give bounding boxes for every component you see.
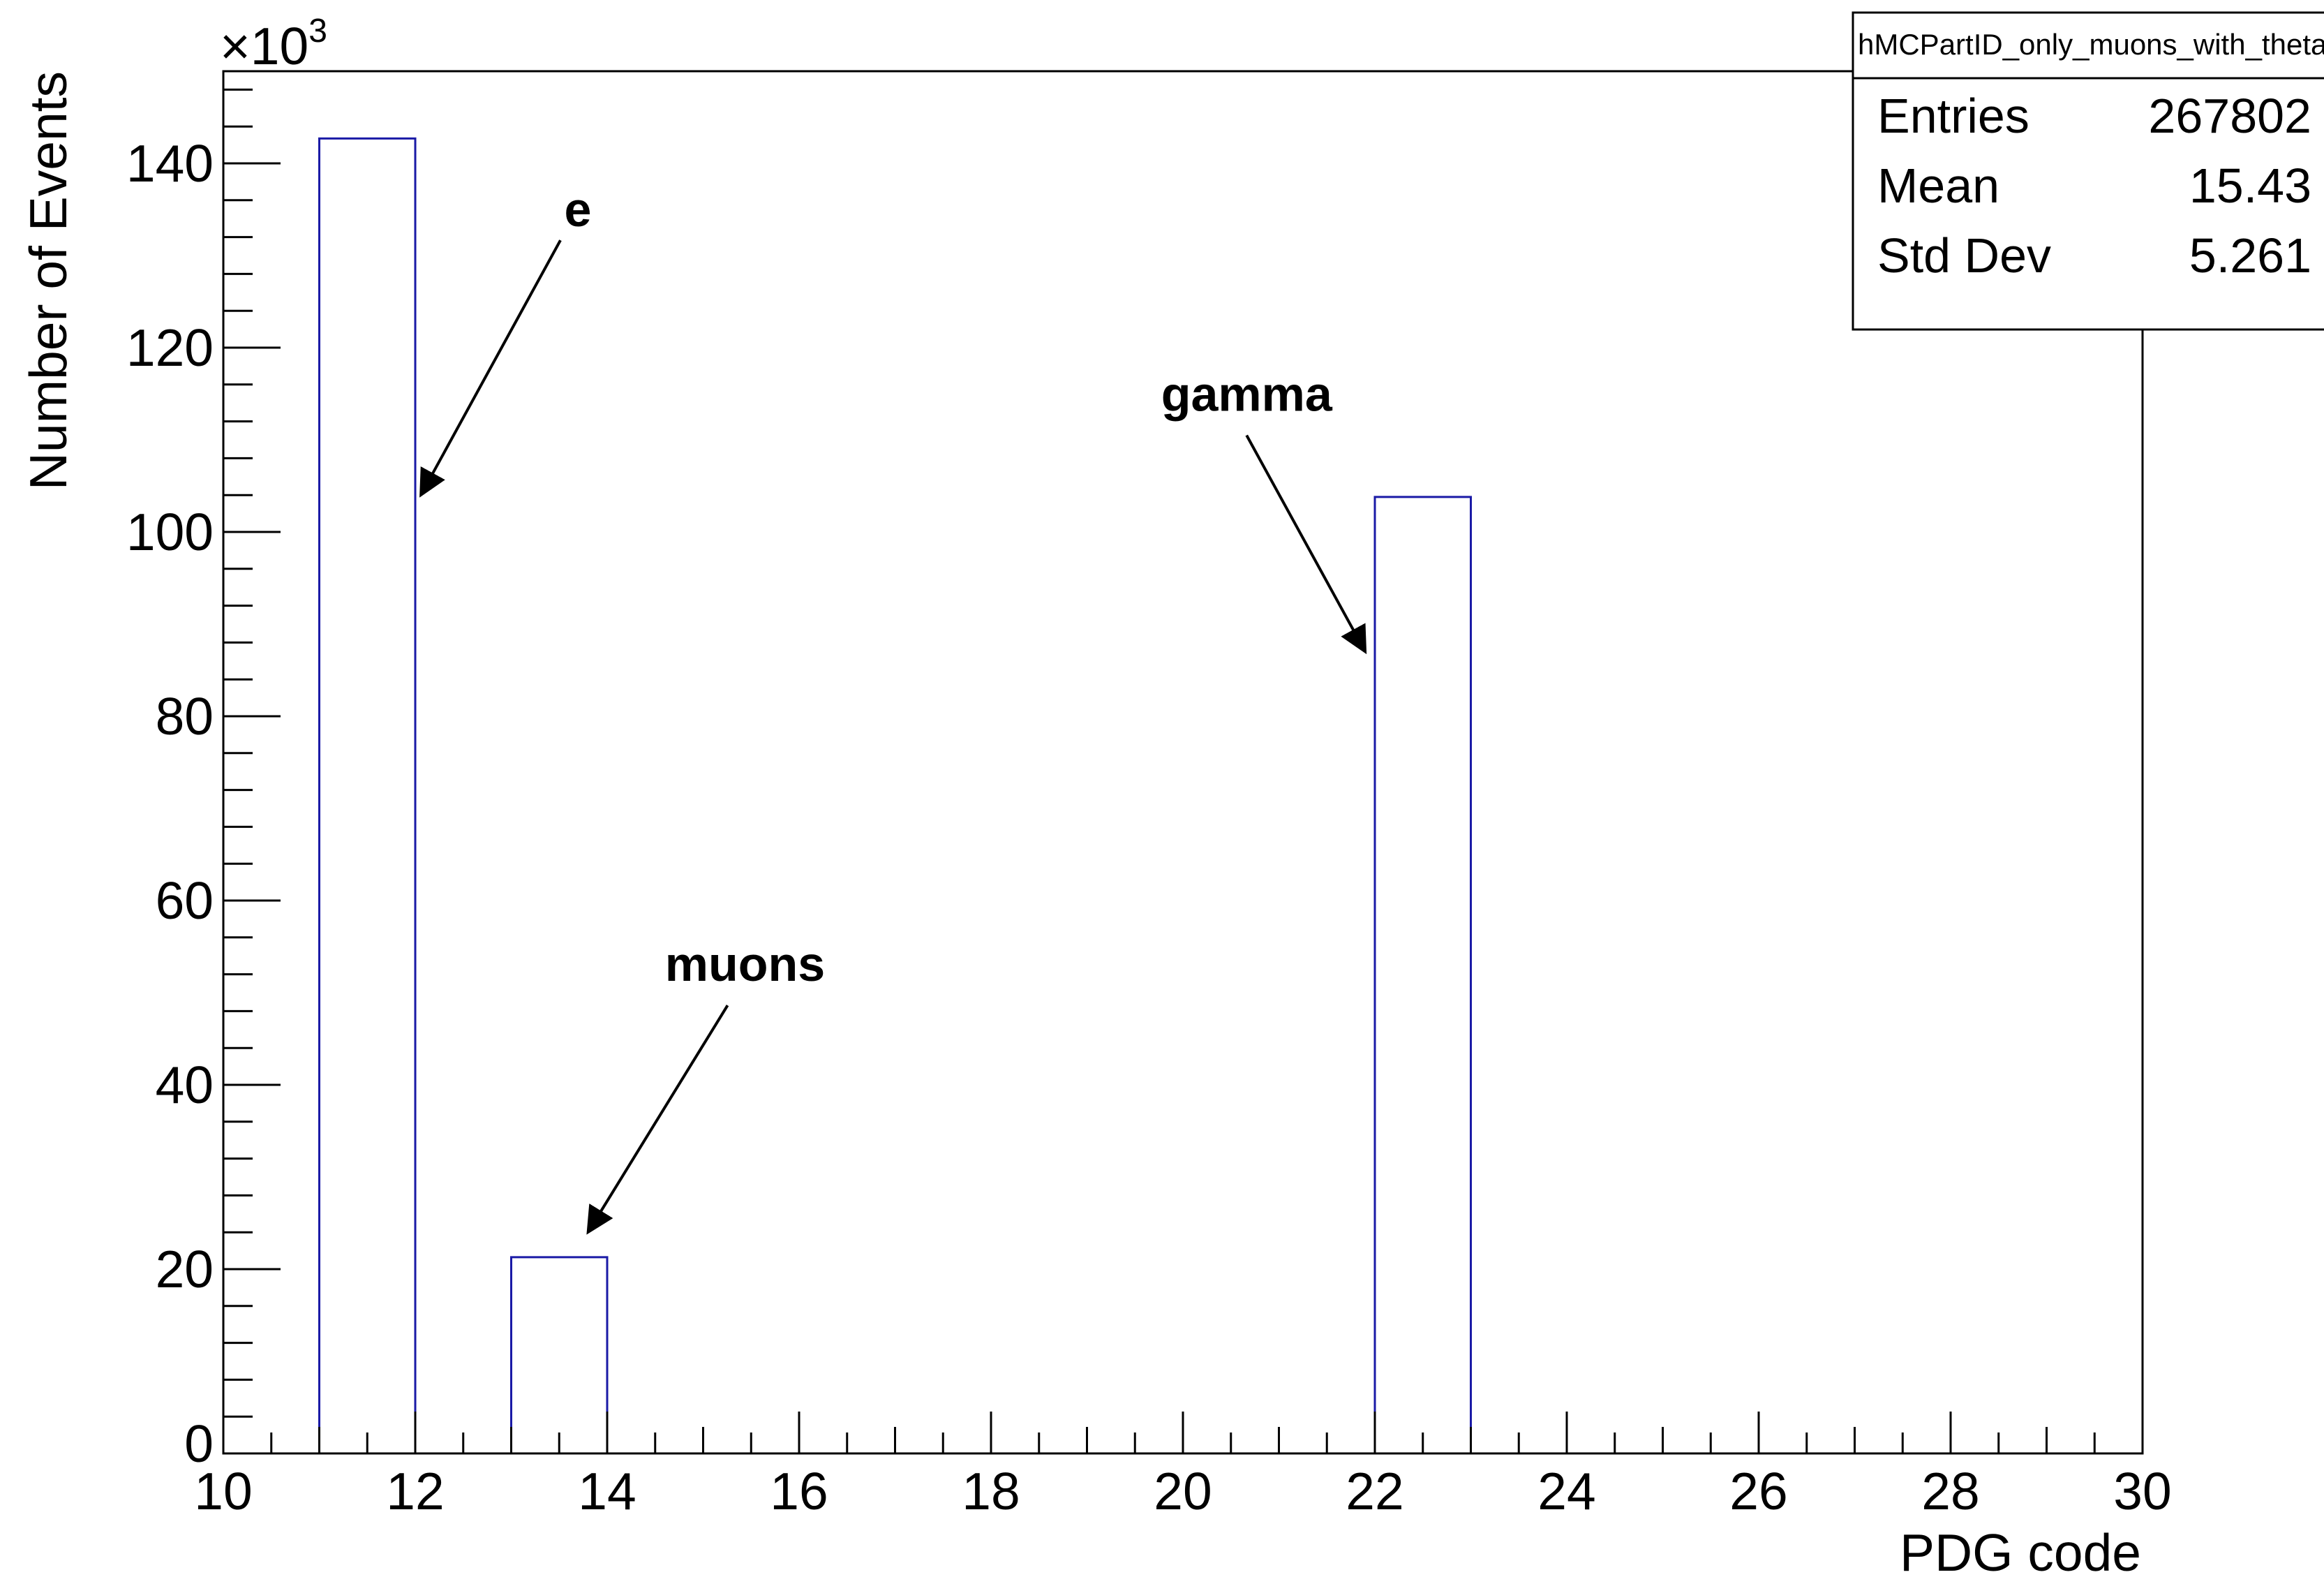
x-tick-label: 24 [1537,1462,1595,1520]
x-tick-label: 18 [962,1462,1020,1520]
x-tick-label: 14 [578,1462,636,1520]
stats-row-value: 5.261 [2189,228,2311,283]
y-tick-label: 0 [184,1414,214,1473]
bars-group [318,137,1472,1453]
annotation-arrow [419,239,562,498]
y-tick-label: 40 [156,1056,214,1114]
annotation-label: muons [665,937,825,991]
stats-row-value: 15.43 [2189,158,2311,213]
x-tick-label: 20 [1154,1462,1212,1520]
x-tick-label: 22 [1346,1462,1403,1520]
y-axis-ticks [223,88,281,1455]
annotation-label: gamma [1161,367,1333,422]
x-tick-label: 30 [2113,1462,2171,1520]
stats-row-label: Mean [1877,158,1999,213]
stats-box: hMCPartID_only_muons_with_theta_cuts Ent… [1852,11,2324,331]
y-tick-label: 80 [156,687,214,746]
x-tick-label: 28 [1921,1462,1979,1520]
y-tick-label: 100 [126,503,214,561]
x-axis-tick-labels: 10 12 14 16 18 20 22 24 26 28 30 [194,1462,2171,1520]
x-tick-label: 10 [194,1462,252,1520]
annotations-group: e muons gamma [419,182,1367,1235]
annotation-arrow [586,1005,729,1235]
bar-0 [318,137,417,1453]
y-tick-label: 120 [126,318,214,377]
x-tick-label: 16 [770,1462,828,1520]
stats-row-value: 267802 [2148,89,2311,143]
bar-2 [1373,496,1472,1453]
y-axis-title: Number of Events [19,71,77,490]
x-axis-title: PDG code [1900,1523,2141,1577]
y-tick-label: 60 [156,871,214,930]
x-tick-label: 26 [1729,1462,1787,1520]
y-tick-label: 140 [126,134,214,193]
bar-1 [510,1256,609,1453]
stats-row-label: Entries [1877,89,2029,143]
x-tick-label: 12 [386,1462,444,1520]
annotation-label: e [565,182,592,237]
y-axis-multiplier: ×103 [220,13,327,75]
stats-box-name: hMCPartID_only_muons_with_theta_cuts [1858,28,2324,61]
x-axis-ticks [222,1412,2144,1453]
annotation-arrow [1245,434,1367,655]
y-axis-tick-labels: 0 20 40 60 80 100 120 140 [126,134,214,1473]
stats-rows: Entries 267802 Mean 15.43 Std Dev 5.261 [1877,89,2311,283]
y-tick-label: 20 [156,1240,214,1298]
stats-row-label: Std Dev [1877,228,2051,283]
